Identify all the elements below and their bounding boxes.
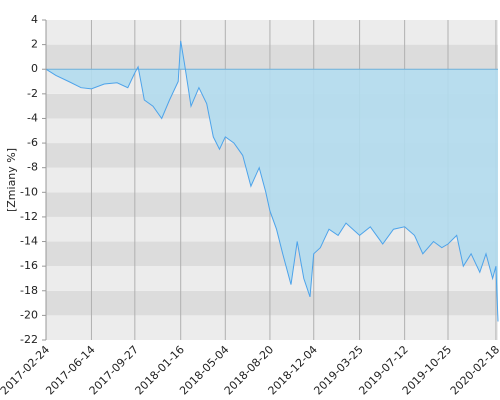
band bbox=[46, 266, 498, 291]
y-tick-label: -4 bbox=[27, 111, 38, 124]
area bbox=[46, 40, 498, 322]
y-tick-label: -20 bbox=[20, 308, 38, 321]
y-tick-label: -2 bbox=[27, 87, 38, 100]
y-tick-label: -22 bbox=[20, 333, 38, 346]
y-tick-label: -10 bbox=[20, 185, 38, 198]
y-tick-label: -14 bbox=[20, 235, 38, 248]
x-tick-label: 2020-02-18 bbox=[448, 343, 500, 397]
y-tick-label: 4 bbox=[31, 13, 38, 26]
y-tick-label: -16 bbox=[20, 259, 38, 272]
line bbox=[45, 40, 499, 322]
y-tick-label: 2 bbox=[31, 38, 38, 51]
y-tick-label: -12 bbox=[20, 210, 38, 223]
y-tick-label: 0 bbox=[31, 62, 38, 75]
band bbox=[46, 20, 498, 45]
band bbox=[46, 44, 498, 70]
band bbox=[46, 315, 498, 340]
y-tick-label: -6 bbox=[27, 136, 38, 149]
y-tick-label: -18 bbox=[20, 284, 38, 297]
y-axis-label: [Zmiany %] bbox=[5, 148, 18, 212]
band bbox=[46, 290, 498, 316]
y-tick-label: -8 bbox=[27, 161, 38, 174]
